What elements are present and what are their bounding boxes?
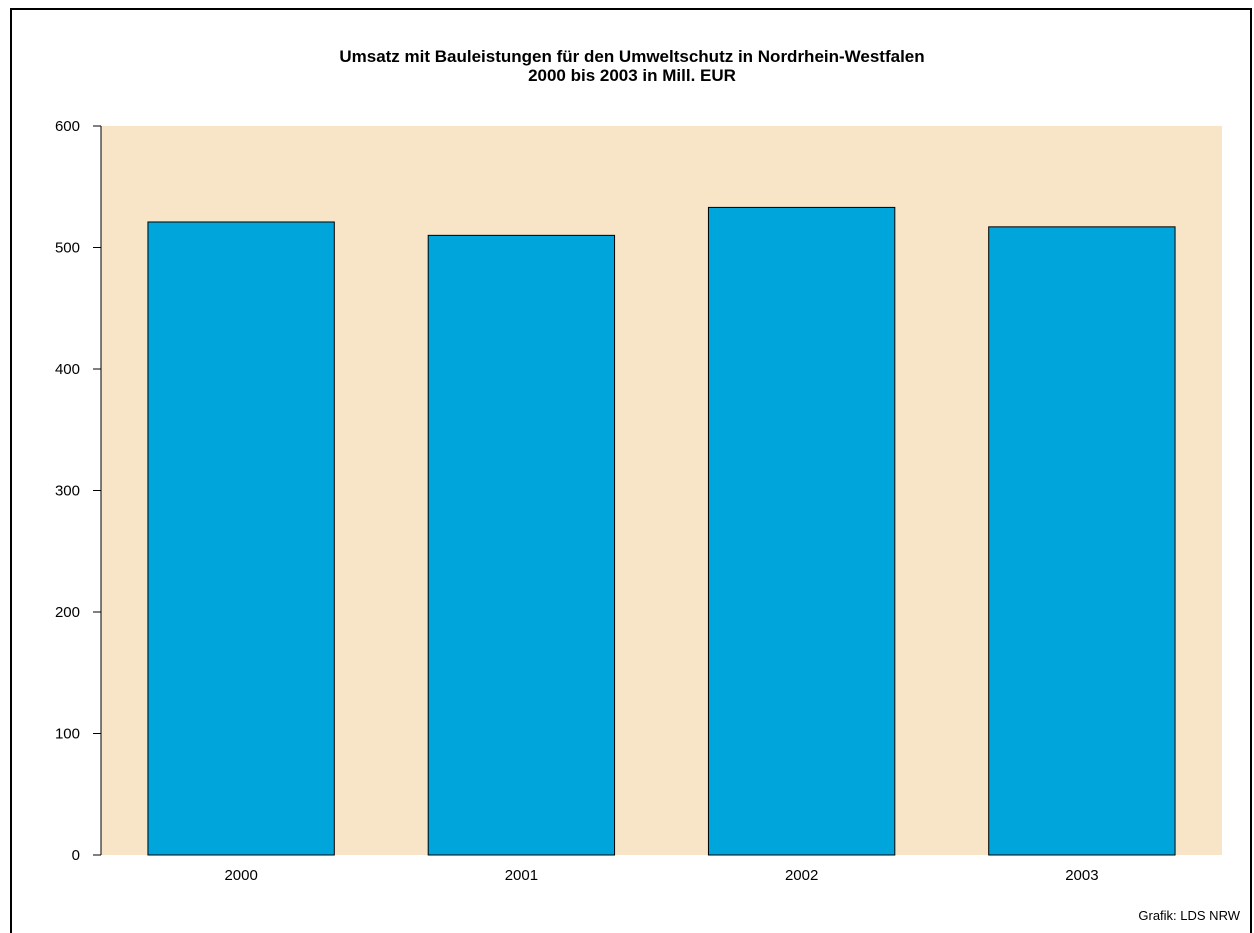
x-tick-label-2001: 2001 (505, 867, 538, 884)
x-axis-labels: 2000 2001 2002 2003 (224, 867, 1098, 884)
source-credit: Grafik: LDS NRW (1138, 908, 1240, 923)
chart-frame (10, 8, 1252, 933)
y-tick-label: 200 (55, 604, 80, 621)
y-tick-label: 100 (55, 726, 80, 743)
y-axis: 0 100 200 300 400 500 600 (55, 118, 102, 864)
y-tick-label: 600 (55, 118, 80, 135)
chart-subtitle: 2000 bis 2003 in Mill. EUR (528, 66, 736, 85)
x-tick-label-2002: 2002 (785, 867, 818, 884)
x-tick-label-2003: 2003 (1065, 867, 1098, 884)
chart-title: Umsatz mit Bauleistungen für den Umwelts… (339, 47, 924, 66)
y-tick-label: 500 (55, 240, 80, 257)
bar-2001 (427, 234, 616, 856)
x-tick-label-2000: 2000 (224, 867, 257, 884)
y-tick-label: 300 (55, 483, 80, 500)
bars (147, 206, 1176, 856)
bar-2002 (707, 206, 896, 856)
bar-2003 (988, 226, 1176, 856)
y-tick-label: 400 (55, 361, 80, 378)
y-tick-label: 0 (72, 847, 80, 864)
bar-2000 (147, 221, 335, 856)
